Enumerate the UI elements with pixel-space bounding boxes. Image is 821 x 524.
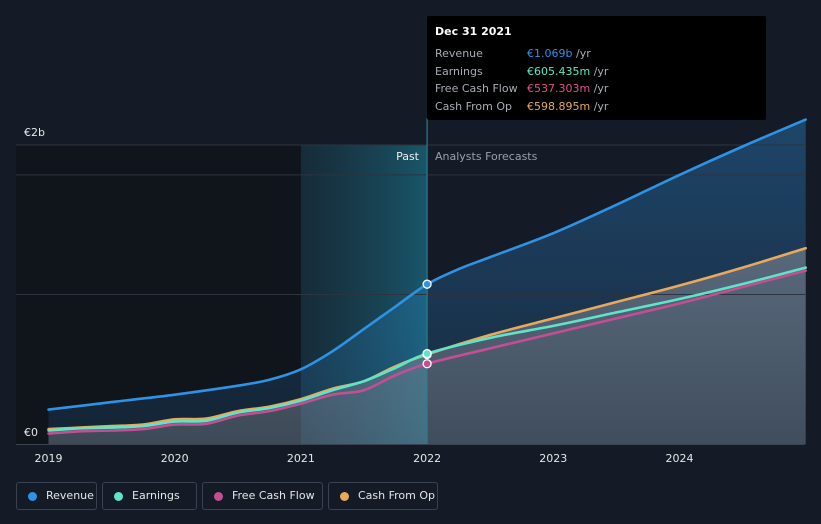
y-axis-bottom-label: €0 xyxy=(24,426,38,439)
tooltip-value: €537.303m xyxy=(527,82,591,95)
y-axis-top-label: €2b xyxy=(24,126,45,139)
series-line-revenue xyxy=(47,118,807,411)
tooltip-unit: /yr xyxy=(575,47,591,60)
tooltip-row-free-cash-flow: Free Cash Flow €537.303m /yr xyxy=(435,80,758,98)
x-tick-label: 2023 xyxy=(539,452,567,465)
lower-series-area xyxy=(48,248,806,444)
x-tick-label: 2024 xyxy=(666,452,694,465)
legend-dot-icon xyxy=(28,491,37,501)
forecast-label: Analysts Forecasts xyxy=(435,150,538,163)
legend-label: Free Cash Flow xyxy=(232,489,315,502)
tooltip-row-cash-from-op: Cash From Op €598.895m /yr xyxy=(435,98,758,116)
legend-item-free-cash-flow[interactable]: Free Cash Flow xyxy=(202,482,323,510)
legend-dot-icon xyxy=(340,491,349,501)
tooltip-label: Revenue xyxy=(435,47,483,60)
tooltip-label: Cash From Op xyxy=(435,99,513,113)
legend-item-earnings[interactable]: Earnings xyxy=(102,482,197,510)
marker-revenue xyxy=(422,279,432,289)
x-tick-label: 2021 xyxy=(287,452,315,465)
past-label: Past xyxy=(396,150,420,163)
tooltip-unit: /yr xyxy=(593,82,609,95)
legend-dot-icon xyxy=(114,491,123,501)
legend-label: Earnings xyxy=(132,489,180,502)
series-line-free-cash-flow xyxy=(47,269,807,435)
tooltip-value: €598.895m xyxy=(527,99,591,113)
x-tick-label: 2019 xyxy=(35,452,63,465)
legend-item-revenue[interactable]: Revenue xyxy=(16,482,97,510)
tooltip-unit: /yr xyxy=(593,64,609,78)
series-line-earnings xyxy=(47,266,807,432)
x-tick-label: 2022 xyxy=(413,452,441,465)
marker-earnings xyxy=(422,348,432,359)
legend-item-cash-from-op[interactable]: Cash From Op xyxy=(328,482,438,510)
x-tick-label: 2020 xyxy=(161,452,189,465)
tooltip-row-earnings: Earnings €605.435m /yr xyxy=(435,63,758,81)
tooltip-label: Earnings xyxy=(435,64,483,78)
tooltip-value: €1.069b xyxy=(527,47,573,60)
legend-label: Cash From Op xyxy=(358,489,436,502)
marker-free-cash-flow xyxy=(422,359,432,369)
legend-dot-icon xyxy=(214,491,223,501)
tooltip-label: Free Cash Flow xyxy=(435,82,518,95)
tooltip-date: Dec 31 2021 xyxy=(435,25,512,38)
legend-label: Revenue xyxy=(46,489,94,502)
tooltip-row-revenue: Revenue €1.069b /yr xyxy=(435,45,758,63)
tooltip-unit: /yr xyxy=(593,99,609,113)
tooltip-value: €605.435m xyxy=(527,64,591,78)
tooltip: Dec 31 2021 Revenue €1.069b /yr Earnings €… xyxy=(427,16,766,120)
